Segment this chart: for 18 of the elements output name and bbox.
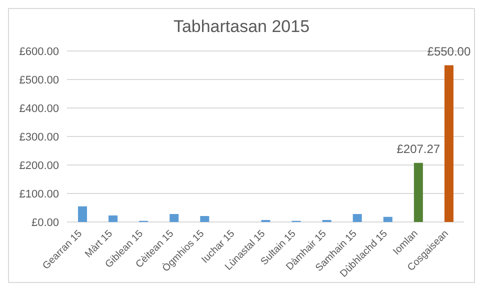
- bar: [414, 162, 423, 222]
- bar: [78, 206, 87, 222]
- data-label: £550.00: [427, 44, 471, 58]
- y-tick-label: £500.00: [19, 74, 59, 86]
- bar: [170, 214, 179, 222]
- bar: [444, 65, 454, 222]
- bar: [383, 216, 392, 222]
- y-tick-label: £300.00: [19, 131, 59, 144]
- y-tick-label: £400.00: [19, 102, 59, 115]
- y-tick-label: £200.00: [19, 160, 59, 172]
- y-tick-label: £100.00: [19, 188, 59, 200]
- y-tick-label: £0.00: [31, 216, 59, 229]
- bar: [352, 214, 362, 222]
- y-tick-label: £600.00: [19, 46, 59, 58]
- data-label: £207.27: [396, 142, 440, 156]
- bar: [108, 215, 118, 222]
- bar: [200, 216, 210, 222]
- chart-title: Tabhartasan 2015: [172, 16, 311, 38]
